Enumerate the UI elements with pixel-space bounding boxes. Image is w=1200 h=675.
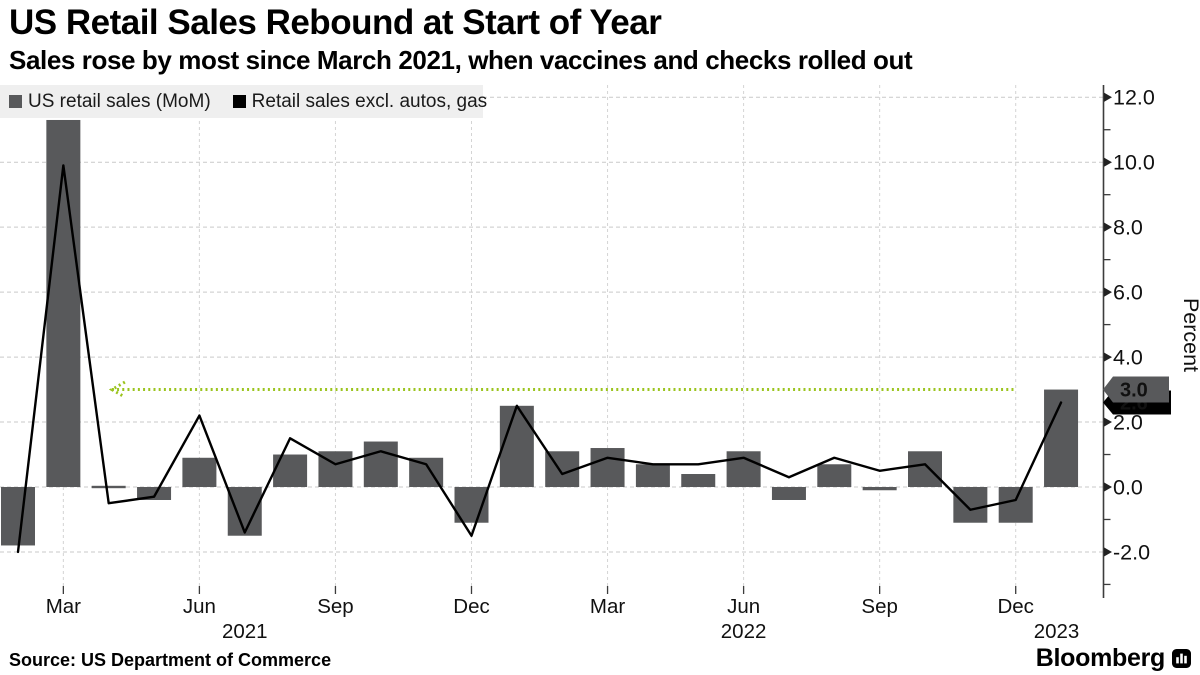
y-tick-arrow [1104, 352, 1112, 362]
y-tick-label: -2.0 [1113, 540, 1150, 564]
year-label: 2022 [721, 620, 767, 643]
y-tick-arrow [1104, 547, 1112, 557]
bar [590, 448, 625, 487]
bloomberg-wordmark: Bloomberg [1035, 644, 1166, 672]
end-label-text: 3.0 [1120, 380, 1148, 402]
bar [137, 487, 172, 500]
year-label: 2021 [222, 620, 268, 643]
bar [635, 464, 670, 487]
y-tick-label: 10.0 [1113, 151, 1155, 175]
bar [908, 451, 942, 487]
bar [998, 487, 1033, 523]
bar [499, 405, 534, 487]
bar [953, 487, 988, 523]
x-tick-label: Mar [46, 595, 81, 618]
bar [46, 119, 81, 487]
bar [817, 464, 852, 487]
legend-swatch-icon [232, 95, 246, 108]
bar [771, 487, 806, 500]
x-tick-label: Mar [590, 595, 625, 618]
bar [227, 487, 262, 536]
bar [1, 487, 35, 546]
page-subtitle: Sales rose by most since March 2021, whe… [9, 45, 913, 75]
y-tick-label: 6.0 [1113, 281, 1143, 305]
y-tick-label: 8.0 [1113, 216, 1143, 240]
bar [363, 441, 398, 487]
legend-label: US retail sales (MoM) [28, 90, 211, 112]
legend-item: US retail sales (MoM) [9, 91, 211, 113]
legend: US retail sales (MoM) Retail sales excl. … [0, 85, 487, 118]
bar [862, 487, 897, 491]
reference-arrowhead [108, 380, 126, 399]
y-tick-arrow [1104, 482, 1112, 492]
y-tick-label: 4.0 [1113, 346, 1143, 370]
legend-label: Retail sales excl. autos, gas [251, 90, 488, 112]
y-tick-arrow [1104, 92, 1112, 102]
x-tick-label: Sep [861, 595, 897, 618]
y-tick-arrow [1104, 287, 1112, 297]
end-label-badge [1103, 376, 1169, 403]
y-tick-arrow [1104, 222, 1112, 232]
year-label: 2023 [1034, 620, 1080, 643]
bar-zero [91, 485, 126, 489]
source-note: Source: US Department of Commerce [9, 650, 332, 670]
legend-swatch-icon [9, 95, 22, 108]
bloomberg-logo: Bloomberg [1036, 644, 1191, 673]
bar [681, 474, 716, 487]
legend-item: Retail sales excl. autos, gas [232, 90, 488, 113]
line-series [16, 164, 1063, 554]
x-tick-label: Dec [453, 595, 489, 618]
bloomberg-chart-icon [1172, 649, 1191, 668]
y-tick-arrow [1104, 417, 1112, 427]
x-tick-label: Jun [727, 595, 760, 618]
x-tick-label: Jun [183, 595, 216, 618]
y-tick-label: 0.0 [1113, 476, 1143, 500]
y-tick-arrow [1104, 157, 1112, 167]
x-tick-label: Sep [317, 595, 353, 618]
y-tick-label: 12.0 [1113, 86, 1155, 110]
bar [273, 454, 308, 487]
page-title: US Retail Sales Rebound at Start of Year [9, 3, 662, 42]
bar [1044, 389, 1079, 487]
y-axis-title: Percent [1179, 298, 1200, 372]
bar [182, 457, 217, 487]
x-tick-label: Dec [997, 595, 1033, 618]
